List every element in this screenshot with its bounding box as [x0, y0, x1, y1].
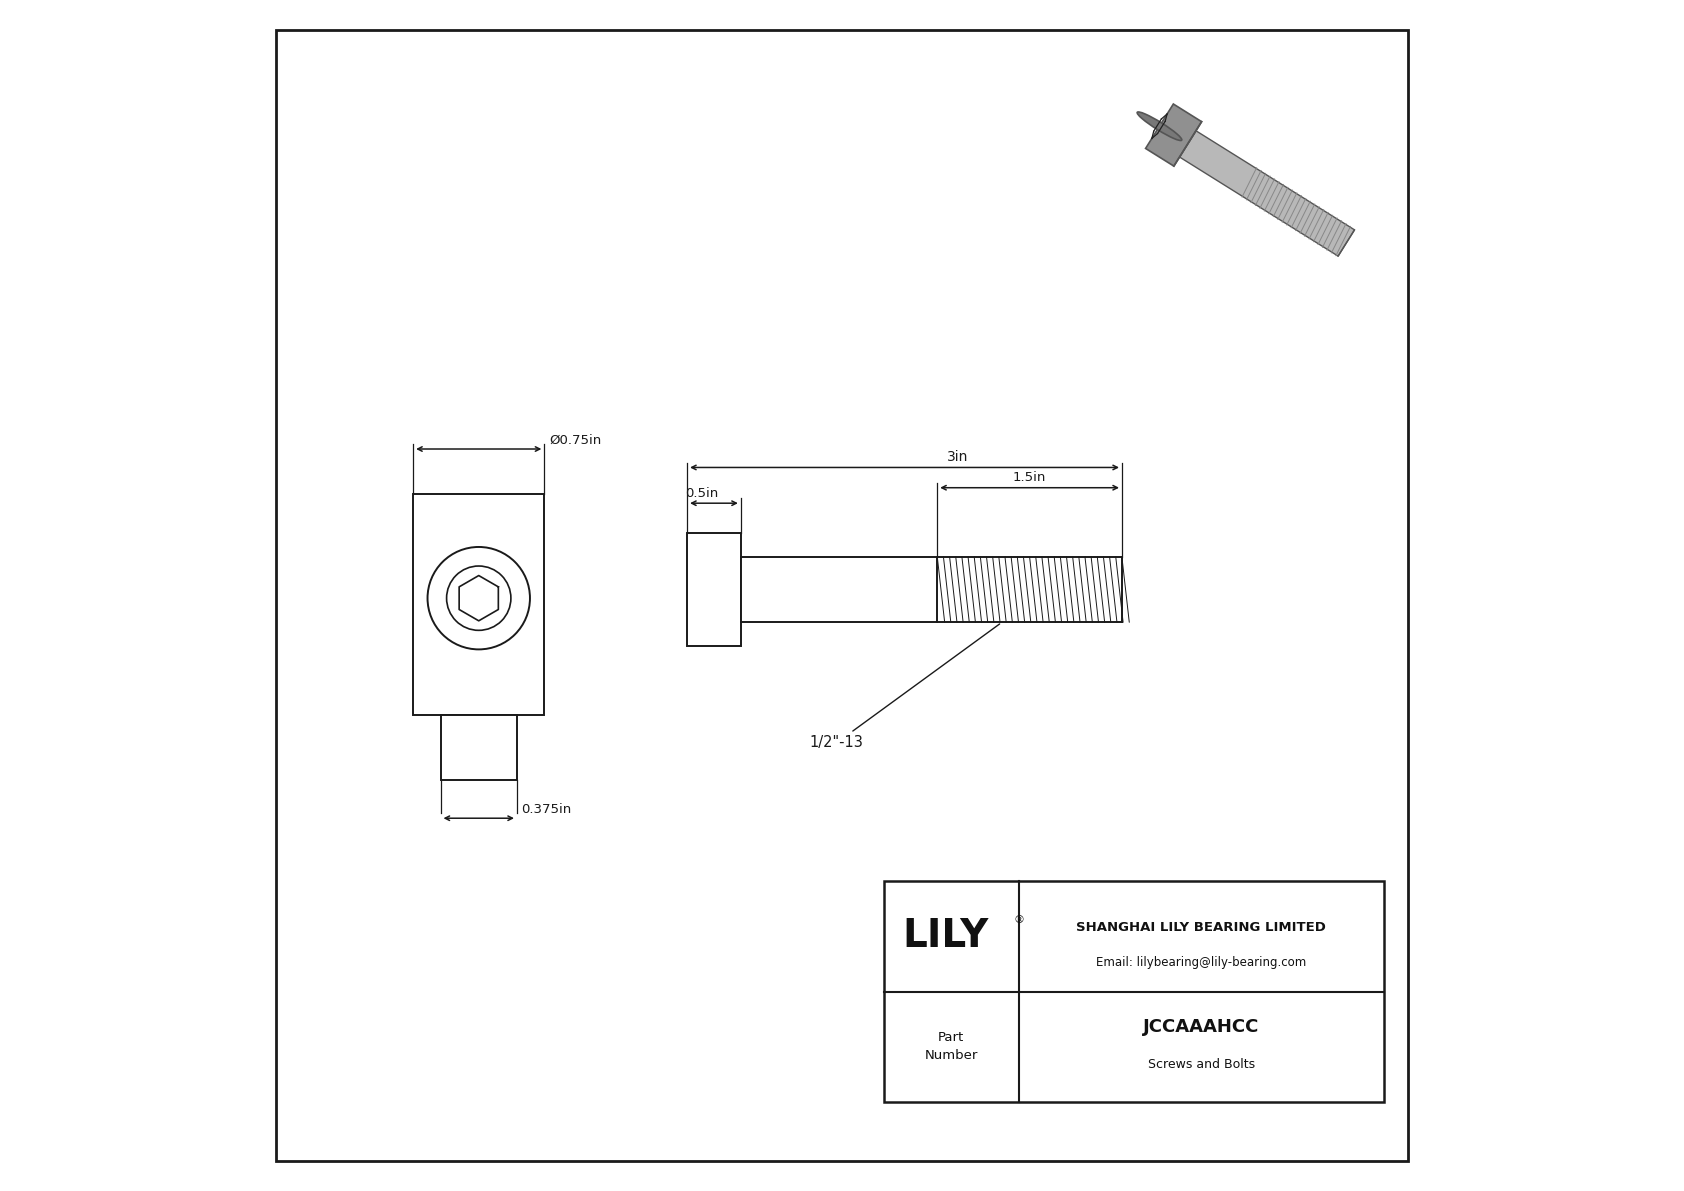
Text: Email: lilybearing@lily-bearing.com: Email: lilybearing@lily-bearing.com — [1096, 956, 1307, 969]
Bar — [687, 534, 741, 646]
Text: 1/2"-13: 1/2"-13 — [810, 624, 1000, 750]
Text: Screws and Bolts: Screws and Bolts — [1148, 1058, 1255, 1071]
Bar — [413, 494, 544, 715]
Text: 1.5in: 1.5in — [1012, 472, 1046, 484]
Text: JCCAAAHCC: JCCAAAHCC — [1143, 1018, 1260, 1036]
Bar — [441, 715, 517, 780]
Text: LILY: LILY — [903, 917, 989, 955]
Circle shape — [428, 547, 530, 649]
Bar — [741, 557, 938, 622]
Text: SHANGHAI LILY BEARING LIMITED: SHANGHAI LILY BEARING LIMITED — [1076, 921, 1327, 934]
Text: 3in: 3in — [948, 450, 968, 463]
Text: Part
Number: Part Number — [925, 1031, 978, 1062]
Text: 0.375in: 0.375in — [522, 803, 573, 816]
Text: 0.5in: 0.5in — [685, 487, 717, 500]
Bar — [884, 881, 1384, 1102]
Text: Ø0.75in: Ø0.75in — [549, 434, 601, 447]
Polygon shape — [1179, 131, 1354, 256]
Text: ®: ® — [1014, 915, 1024, 925]
Ellipse shape — [1137, 112, 1182, 141]
Polygon shape — [1145, 104, 1202, 166]
